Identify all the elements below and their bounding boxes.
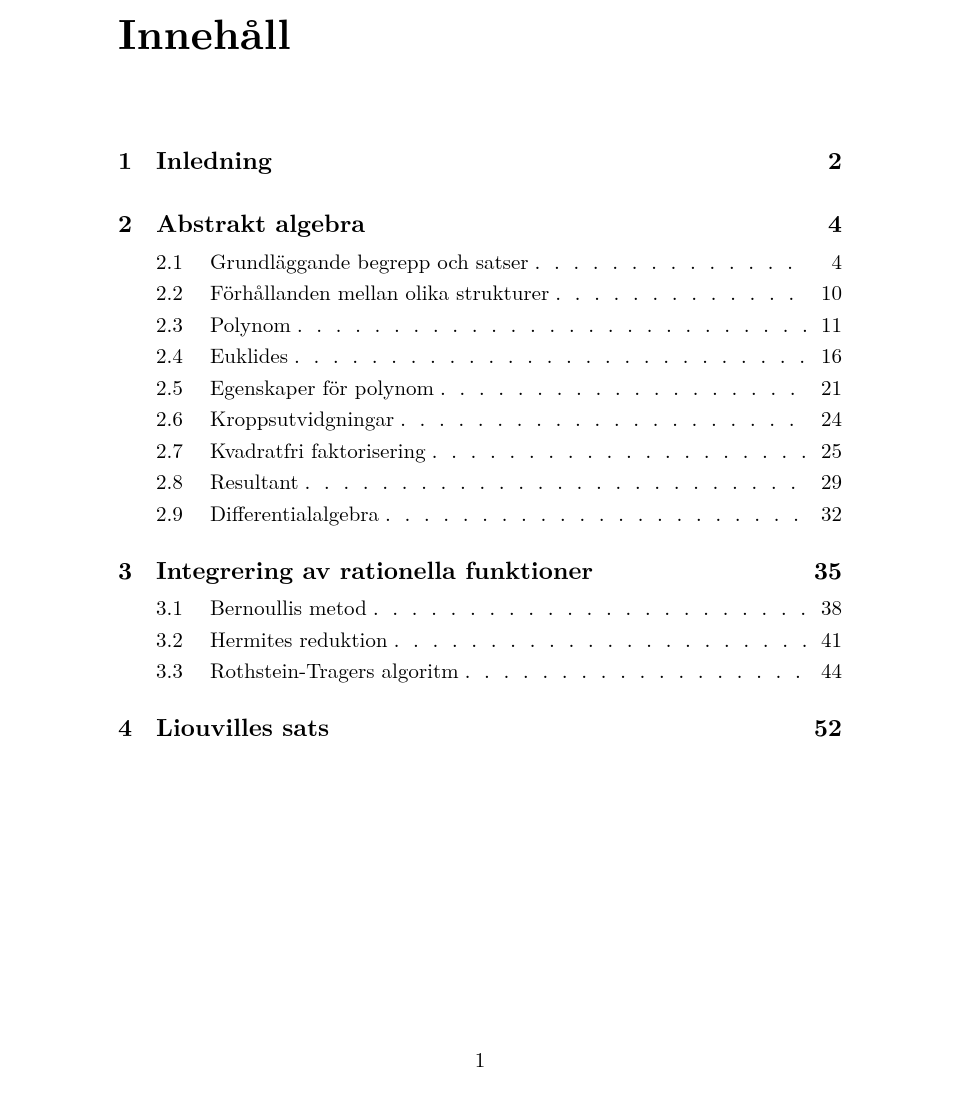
toc-dot-leader: . . . . . . . . . . . . . . . . . . . . …: [432, 440, 806, 461]
toc-section-page: 52: [814, 709, 842, 744]
toc-subsection-number: 2.5: [156, 377, 210, 398]
toc-subsection-page: 11: [806, 314, 842, 335]
toc-subsection: 2.9Differentialalgebra. . . . . . . . . …: [118, 503, 842, 524]
toc-section-page: 35: [814, 552, 842, 587]
toc-subsection-label: Kvadratfri faktorisering: [210, 440, 432, 461]
toc-section: 2Abstrakt algebra4: [118, 205, 842, 240]
toc-subsection-label: Egenskaper för polynom: [210, 377, 440, 398]
toc-section-number: 4: [118, 709, 156, 744]
toc-subsection-number: 2.6: [156, 408, 210, 429]
toc-subsection-number: 2.3: [156, 314, 210, 335]
toc-section: 1Inledning2: [118, 142, 842, 177]
toc-subsection-number: 2.8: [156, 471, 210, 492]
toc-section: 3Integrering av rationella funktioner35: [118, 552, 842, 587]
toc-subsection: 2.2Förhållanden mellan olika strukturer.…: [118, 282, 842, 303]
toc-subsection: 2.1Grundläggande begrepp och satser. . .…: [118, 251, 842, 272]
toc-subsection-label: Förhållanden mellan olika strukturer: [210, 282, 555, 303]
toc-subsection-page: 4: [806, 251, 842, 272]
toc-subsection-page: 32: [806, 503, 842, 524]
toc-subsection-number: 3.1: [156, 597, 210, 618]
toc-subsection: 2.5Egenskaper för polynom. . . . . . . .…: [118, 377, 842, 398]
toc-subsection-page: 25: [806, 440, 842, 461]
toc-dot-leader: . . . . . . . . . . . . . . . . . . . . …: [400, 408, 806, 429]
toc-subsection: 2.3Polynom. . . . . . . . . . . . . . . …: [118, 314, 842, 335]
toc-dot-leader: . . . . . . . . . . . . . . . . . . . . …: [297, 314, 806, 335]
toc-dot-leader: . . . . . . . . . . . . . . . . . . . . …: [440, 377, 806, 398]
toc-subsection: 2.4Euklides. . . . . . . . . . . . . . .…: [118, 345, 842, 366]
toc-subsection: 3.2Hermites reduktion. . . . . . . . . .…: [118, 629, 842, 650]
toc-subsection-page: 10: [806, 282, 842, 303]
toc-subsection: 2.8Resultant. . . . . . . . . . . . . . …: [118, 471, 842, 492]
toc-subsection: 2.6Kroppsutvidgningar. . . . . . . . . .…: [118, 408, 842, 429]
toc-subsection-label: Polynom: [210, 314, 297, 335]
toc-dot-leader: . . . . . . . . . . . . . . . . . . . . …: [305, 471, 807, 492]
page: Innehåll 1Inledning22Abstrakt algebra42.…: [0, 0, 960, 1102]
toc-subsection-number: 2.1: [156, 251, 210, 272]
toc-dot-leader: . . . . . . . . . . . . . . . . . . . . …: [294, 345, 806, 366]
toc-subsection-page: 29: [806, 471, 842, 492]
toc-subsection-page: 38: [806, 597, 842, 618]
toc-section-label: Liouvilles sats: [156, 709, 814, 744]
toc-section-page: 2: [828, 142, 842, 177]
toc-section-number: 2: [118, 205, 156, 240]
toc-section-number: 1: [118, 142, 156, 177]
toc-subsection-page: 21: [806, 377, 842, 398]
toc-title: Innehåll: [118, 0, 842, 114]
page-number-footer: 1: [0, 1044, 960, 1074]
toc-subsection: 3.3Rothstein-Tragers algoritm. . . . . .…: [118, 660, 842, 681]
toc-subsection-label: Grundläggande begrepp och satser: [210, 251, 535, 272]
toc-subsection-number: 3.2: [156, 629, 210, 650]
toc-subsection-page: 41: [806, 629, 842, 650]
toc-subsection-page: 16: [806, 345, 842, 366]
toc-dot-leader: . . . . . . . . . . . . . . . . . . . . …: [555, 282, 806, 303]
toc-subsection-label: Kroppsutvidgningar: [210, 408, 400, 429]
toc-section-page: 4: [828, 205, 842, 240]
toc-subsection-label: Hermites reduktion: [210, 629, 394, 650]
toc-subsection-label: Euklides: [210, 345, 294, 366]
toc-dot-leader: . . . . . . . . . . . . . . . . . . . . …: [394, 629, 806, 650]
toc-subsection-number: 2.2: [156, 282, 210, 303]
toc-section-label: Abstrakt algebra: [156, 205, 828, 240]
toc-section: 4Liouvilles sats52: [118, 709, 842, 744]
toc-subsection: 3.1Bernoullis metod. . . . . . . . . . .…: [118, 597, 842, 618]
toc-section-label: Integrering av rationella funktioner: [156, 552, 814, 587]
toc-dot-leader: . . . . . . . . . . . . . . . . . . . . …: [373, 597, 806, 618]
toc-subsection-page: 24: [806, 408, 842, 429]
toc-subsection: 2.7Kvadratfri faktorisering. . . . . . .…: [118, 440, 842, 461]
toc-dot-leader: . . . . . . . . . . . . . . . . . . . . …: [465, 660, 806, 681]
toc-subsection-label: Bernoullis metod: [210, 597, 373, 618]
toc-subsection-label: Rothstein-Tragers algoritm: [210, 660, 465, 681]
toc-subsection-number: 2.4: [156, 345, 210, 366]
toc-subsection-label: Differentialalgebra: [210, 503, 385, 524]
toc-dot-leader: . . . . . . . . . . . . . . . . . . . . …: [385, 503, 806, 524]
toc-subsection-number: 3.3: [156, 660, 210, 681]
toc-subsection-page: 44: [806, 660, 842, 681]
toc-section-label: Inledning: [156, 142, 828, 177]
toc-subsection-number: 2.9: [156, 503, 210, 524]
toc-dot-leader: . . . . . . . . . . . . . . . . . . . . …: [535, 251, 806, 272]
toc-subsection-number: 2.7: [156, 440, 210, 461]
toc-section-number: 3: [118, 552, 156, 587]
toc-subsection-label: Resultant: [210, 471, 305, 492]
toc-body: 1Inledning22Abstrakt algebra42.1Grundläg…: [118, 142, 842, 744]
